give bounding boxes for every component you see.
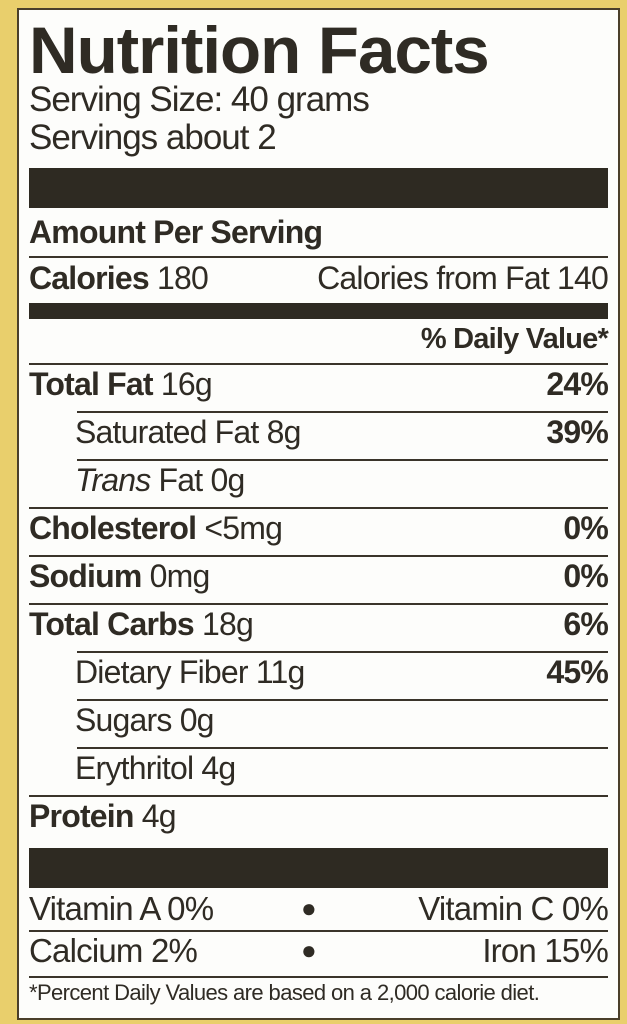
nutrient-amount: 18g (201, 606, 254, 642)
nutrient-row: Protein 4g (29, 798, 608, 835)
nutrient-name: Cholesterol (29, 510, 197, 546)
nutrient-amount: <5mg (204, 510, 283, 546)
servings: Servings about 2 (29, 118, 277, 157)
bullet-icon: ● (301, 935, 317, 965)
divider (29, 256, 608, 258)
nutrient-daily-value: 6% (563, 606, 608, 642)
nutrient-row: Cholesterol <5mg 0% (29, 510, 609, 547)
amount-per-serving: Amount Per Serving (29, 214, 323, 250)
nutrient-daily-value: 0% (563, 558, 608, 594)
vitamin-row: Calcium 2% ● Iron 15% (29, 932, 609, 970)
divider (29, 363, 608, 365)
nutrient-name: Trans (75, 462, 151, 498)
divider (29, 555, 608, 557)
nutrient-row: Total Fat 16g 24% (29, 366, 609, 403)
nutrient-row: Total Carbs 18g 6% (29, 606, 609, 643)
divider (77, 747, 608, 749)
divider (29, 507, 608, 509)
nutrient-row: Trans Fat 0g (75, 462, 608, 499)
calories-value: 180 (156, 260, 209, 296)
nutrient-amount: 16g (160, 366, 213, 402)
divider (77, 651, 608, 653)
nutrient-daily-value: 24% (546, 366, 608, 402)
divider (29, 976, 608, 978)
nutrient-row: Sodium 0mg 0% (29, 558, 609, 595)
divider-thick (29, 848, 608, 888)
nutrition-label: Nutrition Facts Serving Size: 40 grams S… (17, 8, 620, 1020)
divider (29, 795, 608, 797)
nutrient-amount: 4g (201, 750, 236, 786)
vitamin-left: Calcium 2% (29, 932, 198, 969)
divider (29, 930, 608, 932)
nutrient-row: Saturated Fat 8g 39% (75, 414, 609, 451)
nutrient-name: Saturated Fat (75, 414, 259, 450)
daily-value-header: % Daily Value* (420, 323, 609, 355)
divider (77, 699, 608, 701)
nutrient-daily-value: 45% (546, 654, 608, 690)
nutrient-amount: 0g (179, 702, 215, 738)
nutrient-row: Dietary Fiber 11g 45% (75, 654, 609, 691)
nutrient-amount: 11g (255, 654, 305, 690)
serving-size: Serving Size: 40 grams (29, 80, 370, 119)
vitamin-right: Vitamin C 0% (418, 890, 609, 927)
nutrient-amount: 4g (141, 798, 177, 834)
nutrient-name: Sodium (29, 558, 142, 594)
nutrient-row: Erythritol 4g (75, 750, 608, 787)
vitamin-row: Vitamin A 0% ● Vitamin C 0% (29, 890, 609, 928)
nutrient-name: Total Fat (29, 366, 154, 402)
nutrient-name-suffix: Fat (158, 462, 204, 498)
vitamin-left: Vitamin A 0% (29, 890, 214, 927)
nutrient-row: Sugars 0g (75, 702, 608, 739)
nutrient-name: Dietary Fiber (75, 654, 249, 690)
footnote: *Percent Daily Values are based on a 2,0… (29, 980, 540, 1005)
nutrient-amount: 0mg (149, 558, 211, 594)
calories-row: Calories 180 Calories from Fat 140 (29, 260, 609, 297)
calories-label: Calories (29, 260, 150, 296)
nutrient-amount: 0g (210, 462, 245, 498)
label-title: Nutrition Facts (29, 13, 490, 87)
bullet-icon: ● (301, 893, 317, 923)
vitamin-right: Iron 15% (482, 932, 608, 969)
divider (29, 603, 608, 605)
nutrient-name: Protein (29, 798, 134, 834)
nutrient-name: Erythritol (75, 750, 194, 786)
nutrient-name: Sugars (75, 702, 172, 738)
divider (77, 411, 608, 413)
divider-medium (29, 303, 608, 319)
nutrient-daily-value: 0% (563, 510, 608, 546)
nutrient-amount: 8g (266, 414, 302, 450)
nutrient-name: Total Carbs (29, 606, 195, 642)
divider (77, 459, 608, 461)
calories-from-fat: Calories from Fat 140 (317, 260, 609, 296)
divider-thick (29, 168, 608, 208)
nutrient-daily-value: 39% (546, 414, 608, 450)
